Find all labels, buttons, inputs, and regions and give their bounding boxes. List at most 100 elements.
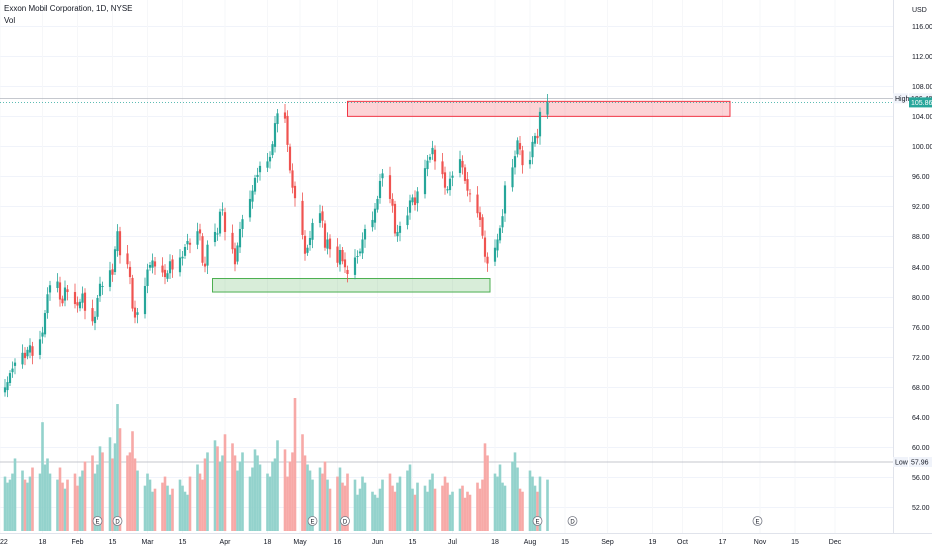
price-tick-label: 108.00 <box>912 84 932 91</box>
volume-bar <box>61 482 64 531</box>
volume-bar <box>408 464 412 531</box>
price-tick-label: 64.00 <box>912 415 930 422</box>
volume-bar <box>358 488 362 531</box>
volume-bar <box>168 494 172 531</box>
volume-bar <box>266 473 269 531</box>
candlesticks <box>3 93 549 398</box>
volume-bar <box>118 428 122 531</box>
candle-body <box>486 256 489 264</box>
support-zone[interactable] <box>212 278 491 293</box>
time-tick-label: Jun <box>372 539 383 546</box>
volume-bar <box>346 473 349 531</box>
candle-body <box>203 263 207 267</box>
candle-body <box>143 286 147 315</box>
volume-bar <box>38 473 42 531</box>
candle-body <box>31 346 34 356</box>
volume-bar <box>21 470 24 531</box>
event-flag-label: D <box>343 519 348 525</box>
event-flag[interactable] <box>567 516 578 526</box>
candle-body <box>338 249 342 265</box>
volume-bar <box>108 437 112 531</box>
volume-bar <box>13 458 17 531</box>
candle-body <box>391 198 394 206</box>
candle-body <box>258 165 262 173</box>
volume-bar <box>373 494 377 531</box>
event-flag[interactable] <box>340 516 350 526</box>
candle-body <box>21 352 24 365</box>
candle-body <box>406 215 409 226</box>
price-tick-label: 100.00 <box>912 144 932 151</box>
candle-body <box>291 170 294 188</box>
time-tick-label: Jul <box>448 539 457 546</box>
candle-body <box>396 231 399 237</box>
candle-body <box>38 339 42 355</box>
volume-bar <box>31 467 34 531</box>
candle-body <box>466 179 469 191</box>
candle-body <box>373 208 377 223</box>
time-tick-label: May <box>293 539 307 546</box>
candle-body <box>546 102 549 115</box>
support-resistance-zones[interactable] <box>212 100 731 293</box>
event-flag[interactable] <box>752 516 763 526</box>
time-tick-label: 2022 <box>0 539 8 546</box>
volume-bar <box>431 473 434 531</box>
candle-body <box>13 362 17 366</box>
candle-body <box>231 232 234 250</box>
time-tick-label: 15 <box>109 539 117 546</box>
volume-bar <box>533 485 537 531</box>
time-tick-label: Aug <box>524 539 537 546</box>
price-tick-label: 104.00 <box>912 114 932 121</box>
event-flag[interactable] <box>532 516 543 526</box>
event-flag-label: E <box>95 519 99 525</box>
candle-body <box>23 352 27 359</box>
reference-value: 57.96 <box>911 459 929 466</box>
candle-body <box>428 156 432 160</box>
candle-body <box>476 194 479 214</box>
candle-body <box>341 249 344 262</box>
price-tick-label: 80.00 <box>912 295 930 302</box>
volume-bar <box>113 443 117 531</box>
candle-body <box>41 332 44 337</box>
candle-body <box>111 269 114 275</box>
volume-bar <box>466 491 469 531</box>
candle-body <box>358 251 362 254</box>
volume-bar <box>426 491 429 531</box>
candle-body <box>236 245 239 262</box>
candle-body <box>146 269 149 287</box>
volume-bar <box>41 422 44 531</box>
candle-body <box>356 255 359 257</box>
candle-body <box>58 282 62 300</box>
candle-body <box>271 144 274 156</box>
candle-body <box>133 307 137 318</box>
candle-body <box>408 200 412 213</box>
volume-bar <box>361 476 364 531</box>
volume-bar <box>311 479 314 531</box>
volume-bar <box>528 470 532 531</box>
volume-bar <box>388 473 392 531</box>
candle-body <box>463 167 467 181</box>
candle-body <box>461 160 464 168</box>
resistance-zone[interactable] <box>347 100 731 117</box>
volume-bar <box>96 464 99 531</box>
price-axis[interactable]: USD 52.00 56.00 60.00 64.00 68.00 72.00 76.00 8… <box>893 0 932 533</box>
candle-body <box>308 237 312 246</box>
event-flag[interactable] <box>307 516 318 526</box>
volume-bar <box>63 488 67 531</box>
volume-bar <box>203 458 207 531</box>
time-axis[interactable]: 2022 18 Feb 15 Mar 15 Apr 18 May 16 Jun 15 Jul 18 Aug 1… <box>0 533 932 547</box>
volume-bar <box>538 476 542 531</box>
event-flag[interactable] <box>92 516 103 526</box>
candle-body <box>183 246 187 256</box>
reference-tag <box>893 456 908 467</box>
volume-bar <box>486 455 489 531</box>
candle-body <box>478 212 482 220</box>
volume-bar <box>126 455 129 531</box>
volume-bar <box>66 479 69 531</box>
candle-body <box>223 212 227 232</box>
volume-bar <box>413 494 417 531</box>
event-flag[interactable] <box>112 516 123 526</box>
candle-body <box>533 135 537 144</box>
volume-bar <box>198 473 202 531</box>
